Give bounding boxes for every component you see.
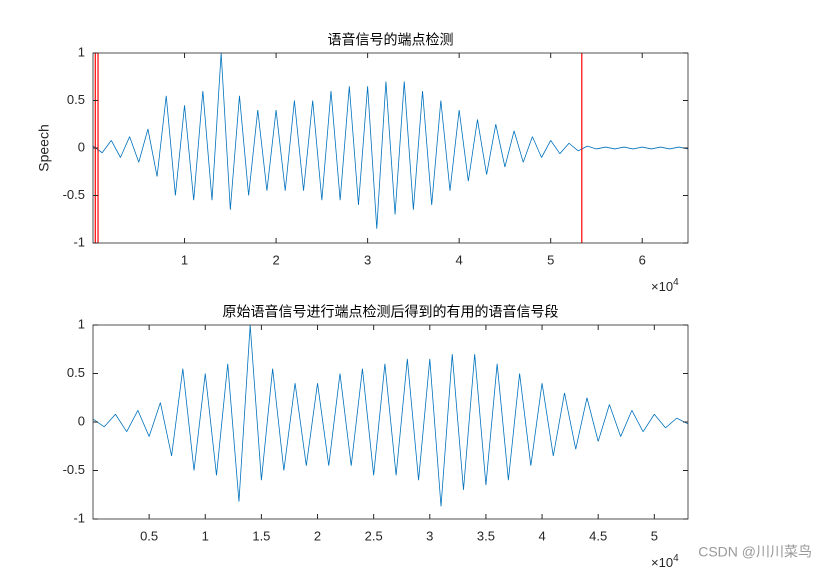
y-tick-label: 0 <box>78 139 85 154</box>
x-tick-label: 6 <box>639 252 646 267</box>
x-tick-label: 1 <box>181 252 188 267</box>
y-axis-label: Speech <box>36 124 52 171</box>
x-tick-label: 0.5 <box>140 528 158 543</box>
waveform <box>92 52 689 229</box>
x-tick-label: 2.5 <box>365 528 383 543</box>
x-tick-label: 4 <box>456 252 463 267</box>
x-tick-label: 4 <box>538 528 545 543</box>
axes-title: 原始语音信号进行端点检测后得到的有用的语音信号段 <box>223 304 559 320</box>
y-tick-label: 1 <box>78 44 85 59</box>
x-multiplier-exponent: 4 <box>673 553 679 564</box>
x-multiplier-exponent: 4 <box>673 277 679 288</box>
x-multiplier: ×104 <box>651 277 679 295</box>
x-tick-label: 3.5 <box>477 528 495 543</box>
axes-title: 语音信号的端点检测 <box>328 32 454 48</box>
x-multiplier: ×104 <box>651 553 679 569</box>
x-tick-label: 4.5 <box>589 528 607 543</box>
y-tick-label: -0.5 <box>63 462 85 477</box>
y-tick-label: 1 <box>78 316 85 331</box>
waveform <box>92 324 689 507</box>
y-tick-label: -1 <box>73 510 85 525</box>
x-tick-label: 5 <box>547 252 554 267</box>
x-tick-label: 2 <box>272 252 279 267</box>
y-tick-label: -1 <box>73 234 85 249</box>
x-multiplier-base: ×10 <box>651 555 673 569</box>
y-tick-label: -0.5 <box>63 187 85 202</box>
x-tick-label: 1 <box>202 528 209 543</box>
x-multiplier-base: ×10 <box>651 279 673 294</box>
y-tick-label: 0.5 <box>67 365 85 380</box>
watermark: CSDN @川川菜鸟 <box>698 544 812 560</box>
y-tick-label: 0.5 <box>67 92 85 107</box>
x-tick-label: 3 <box>426 528 433 543</box>
x-tick-label: 5 <box>651 528 658 543</box>
x-tick-label: 3 <box>364 252 371 267</box>
x-tick-label: 1.5 <box>252 528 270 543</box>
x-tick-label: 2 <box>314 528 321 543</box>
y-tick-label: 0 <box>78 413 85 428</box>
